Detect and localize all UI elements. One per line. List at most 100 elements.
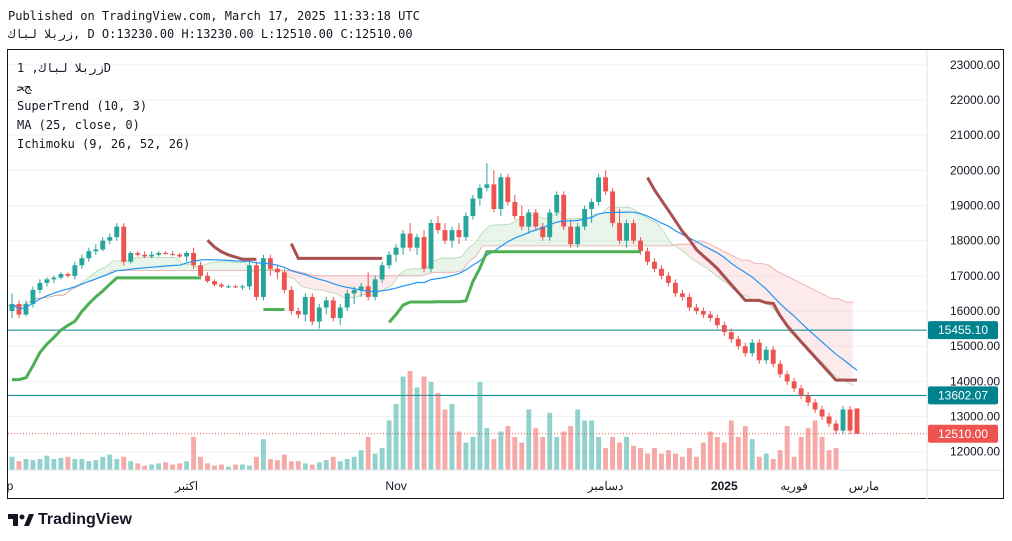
legend-ma[interactable]: MA (25, close, 0) [17,118,140,132]
volume-bar [330,456,336,470]
candle-body [37,282,43,290]
level-badge: 13602.07 [938,388,988,402]
cloud-segment [154,257,162,271]
published-caption: Published on TradingView.com, March 17, … [8,9,420,23]
candle-body [163,252,169,255]
candle [58,272,64,280]
volume-bar [784,426,790,470]
tradingview-logo: TradingView [8,511,132,529]
candle [107,233,113,245]
volume-bar [652,448,657,470]
candle-body [784,374,790,382]
candle-body [351,289,357,294]
candle [679,289,685,301]
volume-bar [37,459,43,470]
volume-bar [128,461,134,470]
candle-body [700,311,706,315]
cloud-segment [601,207,609,246]
candle [582,205,588,231]
cloud-segment [678,244,686,253]
candle [142,251,148,259]
volume-bar [295,461,301,470]
cloud-segment [650,219,658,246]
candle-body [819,409,825,417]
candle-body [826,416,832,424]
candle-body [337,307,343,319]
legend-symbol: زربلا لباك, 1D [17,61,111,75]
candle-body [477,187,483,199]
candle [784,370,790,385]
candle-body [847,409,853,431]
cloud-segment [783,274,791,333]
candle [652,258,657,273]
volume-bar [603,448,609,470]
candle [246,261,252,290]
candle [742,342,748,357]
cloud-segment [636,210,644,246]
candle-body [833,423,839,431]
candle-body [791,381,797,389]
candle-body [149,254,155,257]
candle-body [344,293,350,308]
candle-body [512,201,518,217]
candle-body [854,408,860,434]
candle-body [379,265,385,280]
volume-bar [253,456,259,470]
x-tick-label: Nov [385,479,406,493]
candle [302,293,308,322]
cloud-segment [168,257,176,271]
volume-bar [512,437,518,470]
candle [386,251,392,269]
volume-bar [149,464,155,470]
candle-body [226,286,231,288]
volume-bar [114,459,120,470]
indicator-lines [11,176,858,382]
candle [826,413,832,428]
x-tick-label: p [7,479,14,493]
candle-body [582,208,588,227]
volume-bar [624,437,629,470]
chart-frame[interactable] [7,49,1004,499]
candle-body [463,216,469,238]
volume-bar [246,465,252,470]
cloud-segment [377,275,385,293]
candle-body [540,226,546,238]
candle [267,254,273,276]
volume-bar [288,461,294,470]
volume-bar [219,464,224,470]
candle [561,191,567,231]
candle [414,233,420,255]
legend-ichimoku[interactable]: Ichimoku (9, 26, 52, 26) [17,137,191,151]
volume-bar [693,456,699,470]
volume-bar [121,456,127,470]
candle-body [135,252,141,255]
cloud-segment [301,272,309,289]
y-tick-label: 19000.00 [950,198,1000,212]
volume-bar [756,456,762,470]
candle [568,219,574,248]
candle-body [212,281,217,285]
candle-body [561,194,567,227]
volume-bar [372,453,378,470]
cloud-segment [741,260,749,297]
candle-body [721,325,727,333]
candle [344,289,350,312]
candle [219,282,224,289]
candle [253,261,259,301]
legend-supertrend[interactable]: SuperTrend (10, 3) [17,99,148,113]
candle-body [714,318,720,326]
volume-bar [107,454,113,470]
candle [470,194,476,220]
volume-bar [379,448,385,470]
candle [596,173,602,206]
candle [37,279,43,294]
candle-body [470,198,476,217]
volume-bar [198,456,203,470]
volume-bar [540,437,546,470]
candle [617,208,623,245]
candle-body [519,216,525,227]
candle-body [610,191,616,224]
candle-body [372,279,378,297]
candle [337,303,343,326]
